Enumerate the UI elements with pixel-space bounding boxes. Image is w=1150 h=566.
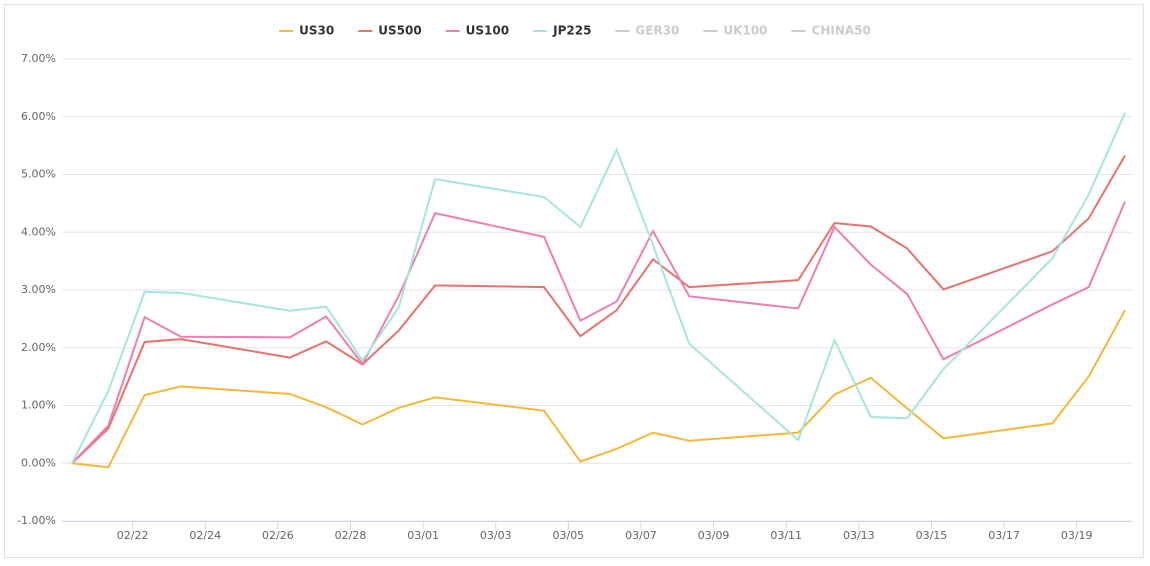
legend-label[interactable]: US500 bbox=[378, 24, 421, 38]
x-tick-label: 03/11 bbox=[770, 529, 802, 542]
series-line bbox=[71, 201, 1126, 464]
series-line bbox=[71, 309, 1126, 469]
x-tick-label: 02/28 bbox=[335, 529, 367, 542]
legend-label[interactable]: UK100 bbox=[723, 24, 767, 38]
y-tick-label: 0.00% bbox=[21, 456, 56, 469]
series-line bbox=[71, 154, 1126, 464]
y-tick-label: 3.00% bbox=[21, 283, 56, 296]
x-tick-label: 03/03 bbox=[480, 529, 512, 542]
x-tick-label: 02/24 bbox=[189, 529, 221, 542]
y-tick-label: 1.00% bbox=[21, 399, 56, 412]
x-tick-label: 03/09 bbox=[698, 529, 730, 542]
series-line bbox=[71, 112, 1126, 464]
y-tick-label: 6.00% bbox=[21, 110, 56, 123]
legend-label[interactable]: CHINA50 bbox=[812, 24, 871, 38]
x-tick-label: 03/15 bbox=[916, 529, 948, 542]
y-tick-label: -1.00% bbox=[17, 514, 56, 527]
x-tick-label: 03/19 bbox=[1061, 529, 1093, 542]
x-tick-label: 02/22 bbox=[117, 529, 149, 542]
x-tick-label: 03/07 bbox=[625, 529, 657, 542]
legend-label[interactable]: GER30 bbox=[635, 24, 679, 38]
x-tick-label: 03/17 bbox=[988, 529, 1020, 542]
y-tick-label: 7.00% bbox=[21, 52, 56, 65]
y-tick-label: 4.00% bbox=[21, 225, 56, 238]
x-tick-label: 03/05 bbox=[552, 529, 584, 542]
y-tick-label: 5.00% bbox=[21, 168, 56, 181]
legend-label[interactable]: US100 bbox=[466, 24, 509, 38]
x-tick-label: 03/01 bbox=[407, 529, 439, 542]
legend-label[interactable]: JP225 bbox=[552, 24, 591, 38]
legend-label[interactable]: US30 bbox=[299, 24, 334, 38]
y-tick-label: 2.00% bbox=[21, 341, 56, 354]
x-tick-label: 03/13 bbox=[843, 529, 875, 542]
x-tick-label: 02/26 bbox=[262, 529, 294, 542]
chart-frame bbox=[4, 4, 1144, 558]
